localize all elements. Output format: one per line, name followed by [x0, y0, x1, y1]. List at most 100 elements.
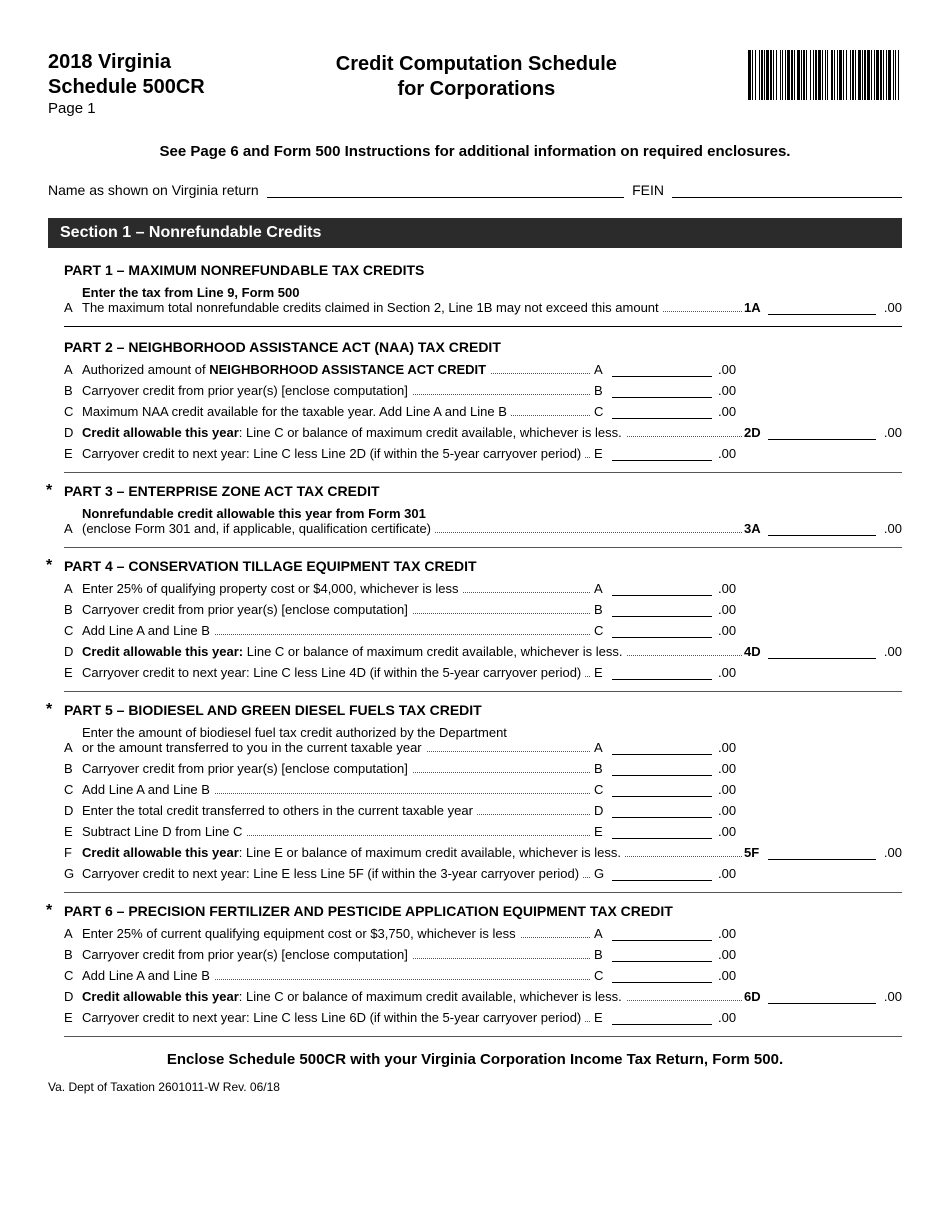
line-letter: A — [64, 926, 82, 941]
line-letter: C — [64, 782, 82, 797]
amount-field[interactable] — [768, 859, 876, 860]
mid-line-label: A — [590, 740, 612, 755]
amount-field[interactable] — [612, 982, 712, 983]
amount-field[interactable] — [612, 637, 712, 638]
line-row: BCarryover credit from prior year(s) [en… — [64, 599, 902, 620]
line-row: CAdd Line A and Line BC.00 — [64, 620, 902, 641]
mid-line-label: B — [590, 761, 612, 776]
footer-instruction: Enclose Schedule 500CR with your Virgini… — [48, 1051, 902, 1068]
divider — [64, 1036, 902, 1037]
mid-line-label: A — [590, 581, 612, 596]
part-title: PART 2 – NEIGHBORHOOD ASSISTANCE ACT (NA… — [64, 339, 902, 355]
line-row: CAdd Line A and Line BC.00 — [64, 965, 902, 986]
mid-line-label: B — [590, 602, 612, 617]
line-row: BCarryover credit from prior year(s) [en… — [64, 380, 902, 401]
right-line-label: 2D — [742, 425, 768, 440]
name-field[interactable] — [267, 180, 624, 198]
line-description: Credit allowable this year: Line C or ba… — [82, 425, 742, 440]
section-1-header: Section 1 – Nonrefundable Credits — [48, 218, 902, 248]
amount-field[interactable] — [612, 775, 712, 776]
line-row: ESubtract Line D from Line CE.00 — [64, 821, 902, 842]
line-letter: B — [64, 761, 82, 776]
amount-suffix: .00 — [718, 761, 742, 776]
amount-field[interactable] — [612, 880, 712, 881]
line-letter: B — [64, 947, 82, 962]
mid-line-label: A — [590, 926, 612, 941]
amount-field[interactable] — [612, 616, 712, 617]
line-description: Nonrefundable credit allowable this year… — [82, 506, 742, 536]
amount-field[interactable] — [768, 439, 876, 440]
right-line-label: 1A — [742, 300, 768, 315]
amount-field[interactable] — [768, 314, 876, 315]
mid-line-label: E — [590, 665, 612, 680]
amount-field[interactable] — [612, 418, 712, 419]
amount-suffix: .00 — [876, 644, 902, 659]
amount-field[interactable] — [612, 376, 712, 377]
line-letter: D — [64, 803, 82, 818]
divider — [64, 326, 902, 327]
right-line-label: 5F — [742, 845, 768, 860]
fein-label: FEIN — [632, 182, 664, 198]
barcode-icon — [748, 50, 902, 100]
line-row: AEnter the tax from Line 9, Form 500The … — [64, 282, 902, 318]
line-description: Credit allowable this year: Line C or ba… — [82, 989, 742, 1004]
amount-suffix: .00 — [718, 866, 742, 881]
line-row: ECarryover credit to next year: Line C l… — [64, 1007, 902, 1028]
header-title: Credit Computation Schedule for Corporat… — [336, 50, 617, 102]
amount-field[interactable] — [612, 1024, 712, 1025]
fein-field[interactable] — [672, 180, 902, 198]
mid-line-label: C — [590, 968, 612, 983]
amount-field[interactable] — [612, 679, 712, 680]
line-letter: D — [64, 989, 82, 1004]
star-icon: * — [46, 701, 52, 719]
top-instruction: See Page 6 and Form 500 Instructions for… — [48, 143, 902, 160]
line-row: CMaximum NAA credit available for the ta… — [64, 401, 902, 422]
mid-line-label: B — [590, 947, 612, 962]
line-row: BCarryover credit from prior year(s) [en… — [64, 758, 902, 779]
amount-field[interactable] — [768, 535, 876, 536]
line-row: ECarryover credit to next year: Line C l… — [64, 662, 902, 683]
amount-field[interactable] — [612, 754, 712, 755]
divider — [64, 472, 902, 473]
title-line1: Credit Computation Schedule — [336, 52, 617, 77]
part-title: *PART 3 – ENTERPRISE ZONE ACT TAX CREDIT — [64, 483, 902, 499]
amount-suffix: .00 — [718, 362, 742, 377]
year-state: 2018 Virginia — [48, 50, 205, 75]
amount-field[interactable] — [612, 817, 712, 818]
mid-line-label: E — [590, 1010, 612, 1025]
line-row: DCredit allowable this year: Line C or b… — [64, 422, 902, 443]
amount-field[interactable] — [768, 1003, 876, 1004]
amount-field[interactable] — [612, 838, 712, 839]
amount-suffix: .00 — [718, 383, 742, 398]
page-number: Page 1 — [48, 100, 205, 119]
line-description: Carryover credit from prior year(s) [enc… — [82, 383, 590, 398]
amount-field[interactable] — [768, 658, 876, 659]
mid-line-label: E — [590, 446, 612, 461]
title-line2: for Corporations — [336, 77, 617, 102]
amount-suffix: .00 — [876, 845, 902, 860]
form-header: 2018 Virginia Schedule 500CR Page 1 Cred… — [48, 50, 902, 119]
amount-suffix: .00 — [718, 782, 742, 797]
amount-field[interactable] — [612, 961, 712, 962]
amount-field[interactable] — [612, 940, 712, 941]
amount-field[interactable] — [612, 460, 712, 461]
mid-line-label: G — [590, 866, 612, 881]
mid-line-label: C — [590, 404, 612, 419]
line-row: AEnter the amount of biodiesel fuel tax … — [64, 722, 902, 758]
line-description: Credit allowable this year: Line E or ba… — [82, 845, 742, 860]
amount-field[interactable] — [612, 796, 712, 797]
part-title: PART 1 – MAXIMUM NONREFUNDABLE TAX CREDI… — [64, 262, 902, 278]
taxpayer-info-row: Name as shown on Virginia return FEIN — [48, 180, 902, 198]
amount-field[interactable] — [612, 397, 712, 398]
amount-field[interactable] — [612, 595, 712, 596]
line-row: BCarryover credit from prior year(s) [en… — [64, 944, 902, 965]
line-description: Enter 25% of current qualifying equipmen… — [82, 926, 590, 941]
line-description: Authorized amount of NEIGHBORHOOD ASSIST… — [82, 362, 590, 377]
line-row: FCredit allowable this year: Line E or b… — [64, 842, 902, 863]
line-letter: C — [64, 968, 82, 983]
part-title: *PART 5 – BIODIESEL AND GREEN DIESEL FUE… — [64, 702, 902, 718]
line-row: DCredit allowable this year: Line C or b… — [64, 986, 902, 1007]
line-description: Subtract Line D from Line C — [82, 824, 590, 839]
line-description: Add Line A and Line B — [82, 782, 590, 797]
line-letter: E — [64, 1010, 82, 1025]
